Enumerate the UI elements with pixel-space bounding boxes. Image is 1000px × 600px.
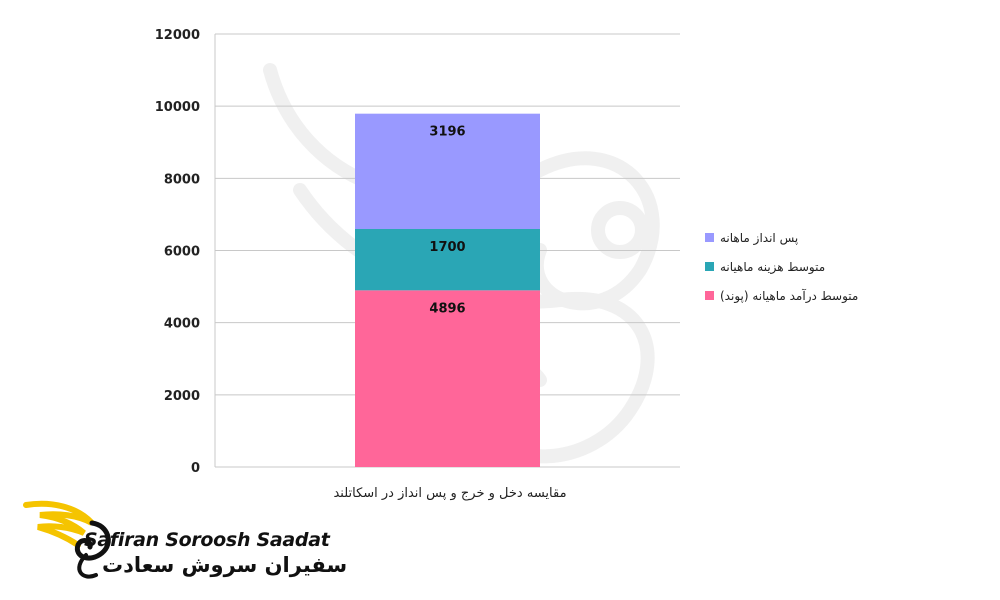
y-tick-label: 2000 xyxy=(164,389,200,404)
data-label: 3196 xyxy=(429,125,465,140)
legend: پس انداز ماهانه متوسط هزینه ماهیانه متوسط … xyxy=(705,231,858,304)
data-labels: 4896 1700 3196 xyxy=(429,125,465,317)
legend-swatch xyxy=(705,291,714,300)
legend-swatch xyxy=(705,262,714,271)
y-tick-label: 0 xyxy=(191,461,200,476)
bar-segment xyxy=(355,290,540,467)
y-tick-label: 8000 xyxy=(164,172,200,187)
y-tick-label: 4000 xyxy=(164,317,200,332)
bar-segment xyxy=(355,228,540,291)
x-category-label: مقایسه دخل و خرج و پس انداز در اسکاتلند xyxy=(333,486,566,501)
brand-name-farsi: سفیران سروش سعادت xyxy=(102,553,348,577)
grid-lines xyxy=(214,33,680,468)
brand-logo: Safiran Soroosh Saadat سفیران سروش سعادت xyxy=(22,495,347,585)
stacked-bar xyxy=(355,113,540,467)
y-tick-label: 12000 xyxy=(155,28,200,43)
legend-label: متوسط هزینه ماهیانه xyxy=(720,260,825,275)
bar-segment xyxy=(355,113,540,229)
y-tick-label: 10000 xyxy=(155,100,200,115)
brand-name-latin: Safiran Soroosh Saadat xyxy=(84,529,330,551)
legend-swatch xyxy=(705,233,714,242)
y-axis-ticks: 0 2000 4000 6000 8000 10000 12000 xyxy=(155,28,200,476)
wing-logo-icon xyxy=(23,500,111,579)
legend-label: متوسط درآمد ماهیانه (پوند) xyxy=(720,288,858,304)
legend-label: پس انداز ماهانه xyxy=(720,231,798,246)
data-label: 4896 xyxy=(429,301,465,316)
y-tick-label: 6000 xyxy=(164,245,200,260)
data-label: 1700 xyxy=(429,240,465,255)
